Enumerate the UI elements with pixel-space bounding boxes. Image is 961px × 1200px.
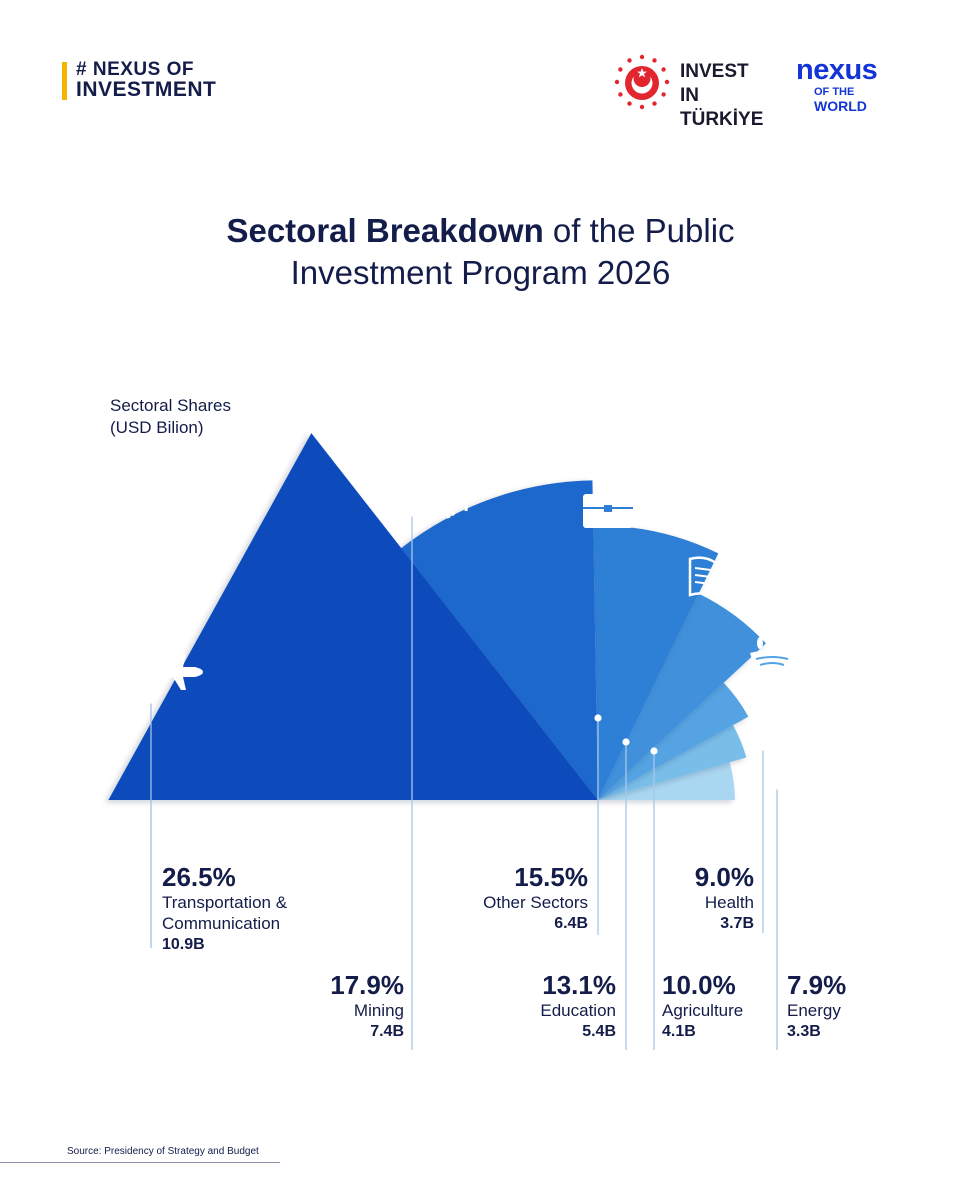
value-label: 10.9B xyxy=(162,936,205,953)
briefcase-icon xyxy=(583,485,633,528)
sector-name: Transportation & xyxy=(162,893,288,912)
slice-education xyxy=(598,593,766,800)
slice-health xyxy=(598,725,747,800)
leader-dot-agriculture xyxy=(650,747,658,755)
book-icon xyxy=(688,556,744,600)
nexus-word: nexus xyxy=(796,54,878,86)
percent-label: 7.9% xyxy=(787,970,847,1000)
brand-line1: # NEXUS OF xyxy=(76,59,194,80)
airplane-icon xyxy=(145,654,203,690)
value-label: 3.7B xyxy=(720,915,754,932)
label-mining: 17.9% Mining 7.4B xyxy=(330,970,404,1042)
percent-label: 17.9% xyxy=(330,970,404,1000)
leader-dot-education xyxy=(622,738,630,746)
invest-in-turkiye-logo: INVEST IN TÜRKİYE xyxy=(614,54,764,130)
percent-label: 9.0% xyxy=(694,862,754,892)
invest-line2: TÜRKİYE xyxy=(680,109,764,130)
slice-energy xyxy=(598,762,735,800)
label-energy: 7.9% Energy 3.3B xyxy=(787,970,846,1042)
value-label: 4.1B xyxy=(662,1023,696,1040)
nexus-sub-small: OF THE xyxy=(814,86,855,98)
title-rest: of the Public xyxy=(543,212,735,249)
value-label: 6.4B xyxy=(554,915,588,932)
value-label: 7.4B xyxy=(370,1023,404,1040)
label-education: 13.1% Education 5.4B xyxy=(540,970,616,1042)
nexus-of-the-world-logo: nexus OF THE WORLD xyxy=(796,54,906,114)
sector-name: Education xyxy=(540,1001,616,1020)
slice-transportation xyxy=(108,433,599,800)
slice-other-sectors xyxy=(593,525,719,800)
leader-dot-other-sectors xyxy=(594,714,602,722)
slice-agriculture xyxy=(598,682,749,800)
source-divider xyxy=(0,1162,280,1163)
brand-accent-bar xyxy=(62,62,67,100)
subtitle-line1: Sectoral Shares xyxy=(110,396,231,415)
energy-bolt-icon xyxy=(788,764,818,794)
heart-pulse-icon xyxy=(768,699,816,741)
chart-title: Sectoral Breakdown of the Public Investm… xyxy=(0,210,961,294)
invest-line1: INVEST IN xyxy=(680,61,749,106)
nexus-sub-big: WORLD xyxy=(814,98,867,114)
leader-dot-health xyxy=(759,743,767,751)
value-label: 3.3B xyxy=(787,1023,821,1040)
mining-gear-icon xyxy=(424,487,468,519)
label-agriculture: 10.0% Agriculture 4.1B xyxy=(662,970,743,1042)
label-health: 9.0% Health 3.7B xyxy=(695,862,754,934)
leader-dot-mining xyxy=(408,509,416,517)
brand-text: # NEXUS OF INVESTMENT xyxy=(76,59,217,101)
title-line2: Investment Program 2026 xyxy=(290,254,671,291)
source-note: Source: Presidency of Strategy and Budge… xyxy=(67,1146,259,1157)
title-bold: Sectoral Breakdown xyxy=(226,212,544,249)
leader-dot-energy xyxy=(773,782,781,790)
label-other-sectors: 15.5% Other Sectors 6.4B xyxy=(483,862,588,934)
sector-name: Other Sectors xyxy=(483,893,588,912)
sector-name: Agriculture xyxy=(662,1001,744,1020)
crescent-star-icon xyxy=(614,54,670,110)
agriculture-icon xyxy=(750,634,794,671)
percent-label: 15.5% xyxy=(514,862,588,892)
nexus-sub: OF THE WORLD xyxy=(814,86,906,114)
chart-subtitle: Sectoral Shares (USD Bilion) xyxy=(110,395,231,439)
label-transportation: 26.5% Transportation & Communication 10.… xyxy=(162,862,287,955)
value-label: 5.4B xyxy=(582,1023,616,1040)
leader-dot-transportation xyxy=(147,696,155,704)
percent-label: 13.1% xyxy=(542,970,616,1000)
subtitle-line2: (USD Bilion) xyxy=(110,418,204,437)
sector-name: Energy xyxy=(787,1001,841,1020)
brand-line2: INVESTMENT xyxy=(76,78,217,101)
sector-name-line2: Communication xyxy=(162,914,281,933)
slice-mining xyxy=(401,480,598,800)
sector-name: Health xyxy=(704,893,754,912)
invest-text: INVEST IN TÜRKİYE xyxy=(680,60,764,132)
percent-label: 26.5% xyxy=(162,862,236,892)
percent-label: 10.0% xyxy=(662,970,736,1000)
sector-name: Mining xyxy=(353,1001,404,1020)
